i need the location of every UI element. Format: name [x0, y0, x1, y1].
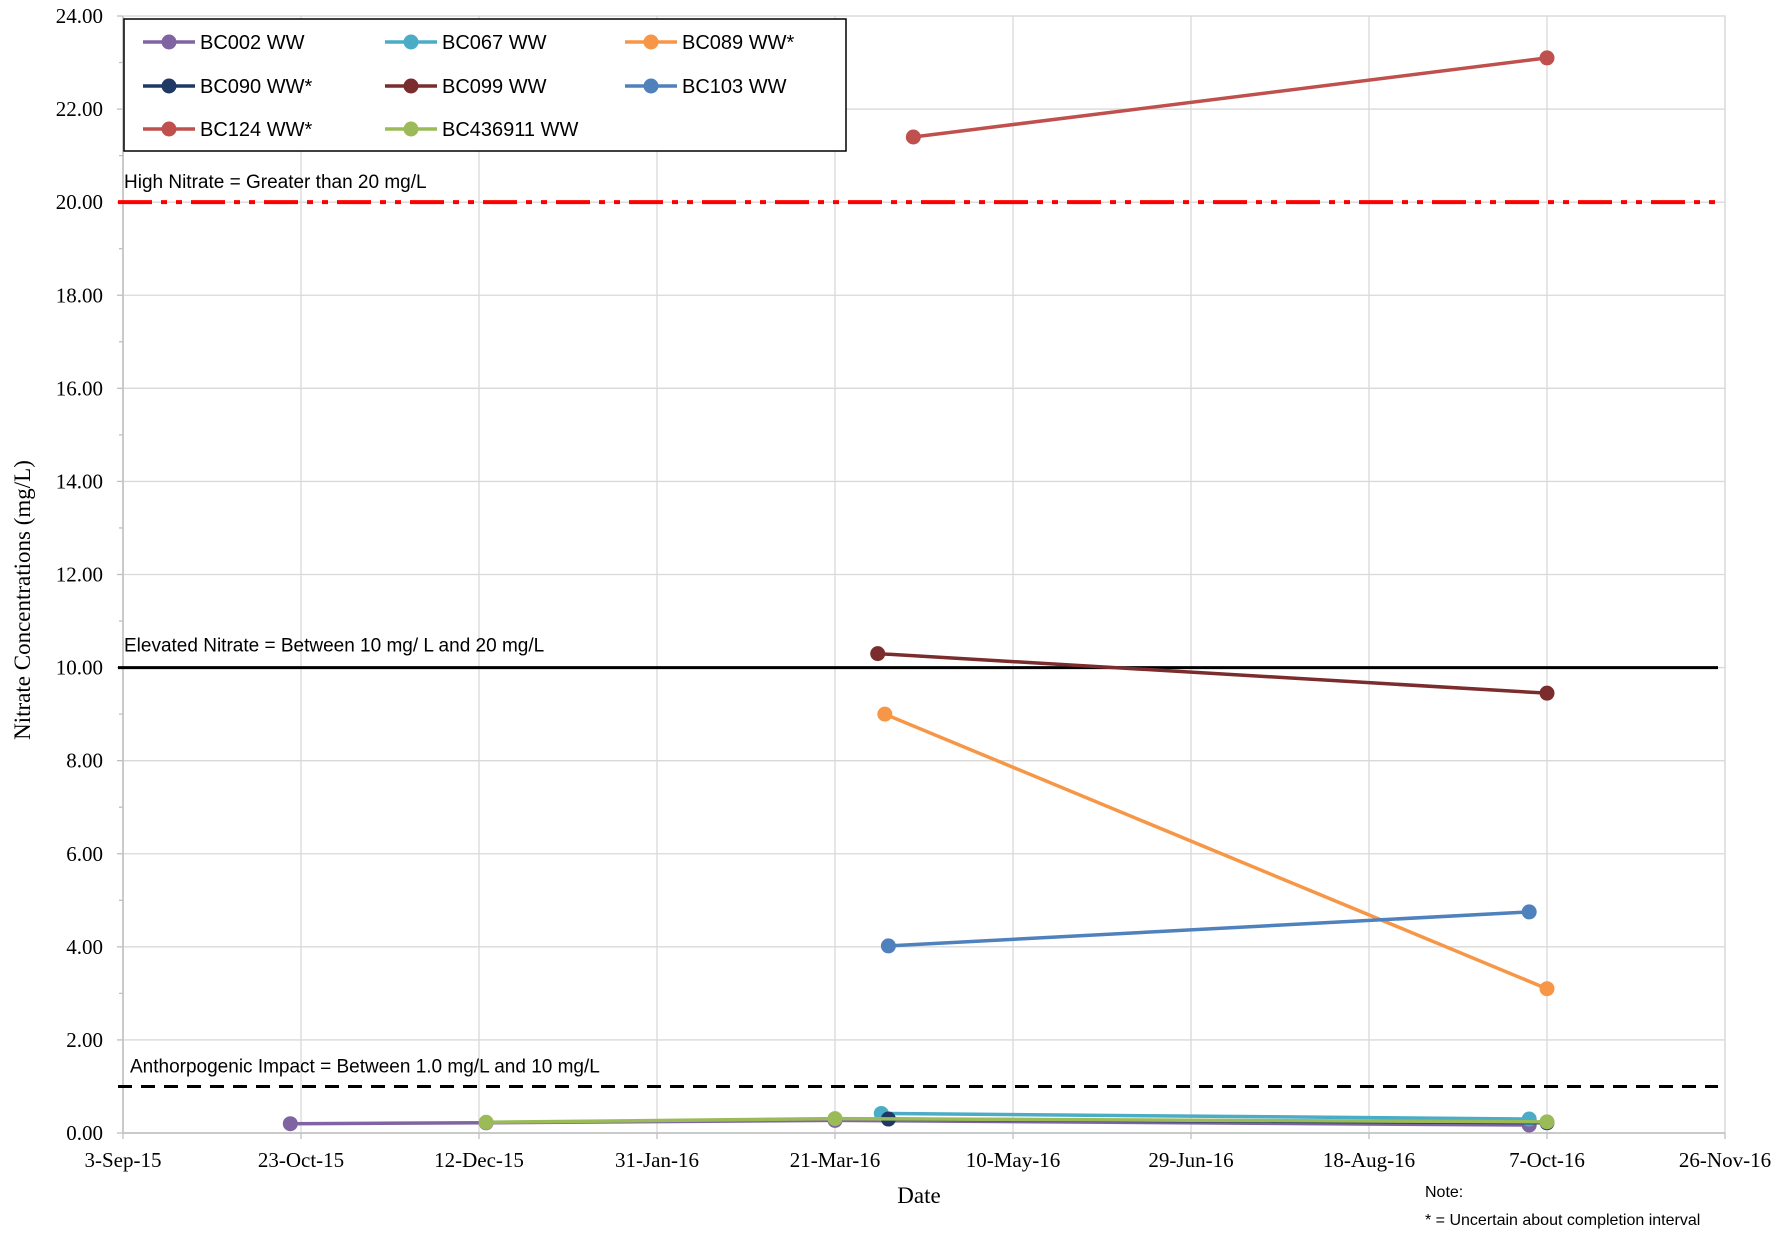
data-point	[1521, 904, 1537, 920]
legend-item: BC002 WW	[143, 32, 305, 54]
series-bc436911-ww	[478, 1111, 1555, 1130]
data-point	[478, 1114, 494, 1130]
y-tick-label: 2.00	[66, 1028, 103, 1052]
y-tick-label: 10.00	[56, 656, 103, 680]
legend-label: BC103 WW	[682, 76, 787, 98]
y-tick-label: 8.00	[66, 749, 103, 773]
series-bc099-ww	[870, 646, 1555, 701]
legend-label: BC090 WW*	[200, 76, 312, 98]
reference-line-label: Elevated Nitrate = Between 10 mg/ L and …	[124, 636, 544, 657]
y-tick-label: 20.00	[56, 190, 103, 214]
y-tick-label: 0.00	[66, 1121, 103, 1145]
x-tick-label: 23-Oct-15	[258, 1148, 344, 1172]
reference-line-label: High Nitrate = Greater than 20 mg/L	[124, 172, 427, 193]
data-point	[870, 646, 886, 662]
chart-legend: BC002 WW BC067 WW BC089 WW* BC090 WW* BC099 …	[123, 18, 847, 152]
data-point	[282, 1116, 298, 1132]
x-tick-label: 18-Aug-16	[1323, 1148, 1415, 1172]
y-tick-label: 4.00	[66, 935, 103, 959]
data-point	[1539, 1114, 1555, 1130]
series-line	[884, 712, 1548, 991]
data-point	[1539, 685, 1555, 701]
legend-swatch-marker	[161, 78, 177, 94]
legend-swatch-marker	[403, 121, 419, 137]
data-point	[1539, 50, 1555, 66]
legend-swatch-marker	[643, 34, 659, 50]
x-tick-label: 29-Jun-16	[1148, 1148, 1233, 1172]
legend-item: BC124 WW*	[143, 119, 312, 141]
x-tick-label: 10-May-16	[966, 1148, 1060, 1172]
legend-label: BC436911 WW	[442, 119, 578, 141]
reference-line-label: Anthorpogenic Impact = Between 1.0 mg/L …	[130, 1056, 600, 1077]
series-line	[888, 910, 1530, 948]
legend-item: BC067 WW	[385, 32, 547, 54]
legend-swatch-marker	[161, 121, 177, 137]
legend-swatch-marker	[643, 78, 659, 94]
legend-item: BC090 WW*	[143, 76, 312, 98]
note-heading: Note:	[1425, 1184, 1463, 1201]
y-tick-label: 12.00	[56, 563, 103, 587]
series-bc089-ww	[877, 706, 1555, 997]
legend-label: BC067 WW	[442, 32, 547, 54]
reference-lines: High Nitrate = Greater than 20 mg/L Eleva…	[118, 172, 1718, 1088]
legend-label: BC089 WW*	[682, 32, 794, 54]
y-tick-label: 18.00	[56, 283, 103, 307]
data-point	[1539, 981, 1555, 997]
data-point	[880, 938, 896, 954]
data-series	[282, 50, 1555, 1133]
data-point	[827, 1111, 843, 1127]
y-tick-label: 14.00	[56, 469, 103, 493]
y-tick-label: 24.00	[56, 4, 103, 28]
x-tick-label: 7-Oct-16	[1509, 1148, 1585, 1172]
y-tick-label: 16.00	[56, 376, 103, 400]
series-line	[881, 1111, 1530, 1121]
note-text: * = Uncertain about completion interval	[1425, 1212, 1700, 1229]
x-tick-label: 31-Jan-16	[615, 1148, 699, 1172]
data-point	[905, 129, 921, 145]
x-tick-label: 26-Nov-16	[1679, 1148, 1771, 1172]
series-bc103-ww	[880, 904, 1537, 954]
legend-swatch-marker	[403, 78, 419, 94]
legend-items: BC002 WW BC067 WW BC089 WW* BC090 WW* BC099 …	[143, 32, 794, 141]
y-tick-label: 22.00	[56, 97, 103, 121]
legend-label: BC124 WW*	[200, 119, 312, 141]
y-axis-title: Nitrate Concentrations (mg/L)	[10, 460, 35, 740]
x-tick-label: 21-Mar-16	[790, 1148, 881, 1172]
legend-item: BC103 WW	[625, 76, 787, 98]
x-axis-title: Date	[897, 1183, 940, 1208]
series-line	[913, 56, 1548, 139]
legend-item: BC099 WW	[385, 76, 547, 98]
x-tick-label: 12-Dec-15	[434, 1148, 524, 1172]
legend-swatch-marker	[403, 34, 419, 50]
legend-label: BC002 WW	[200, 32, 305, 54]
series-bc124-ww	[905, 50, 1555, 145]
y-tick-label: 6.00	[66, 842, 103, 866]
series-line	[877, 651, 1548, 695]
legend-label: BC099 WW	[442, 76, 547, 98]
x-tick-label: 3-Sep-15	[85, 1148, 162, 1172]
legend-swatch-marker	[161, 34, 177, 50]
legend-box	[123, 18, 847, 152]
legend-item: BC436911 WW	[385, 119, 578, 141]
legend-item: BC089 WW*	[625, 32, 794, 54]
data-point	[877, 706, 893, 722]
